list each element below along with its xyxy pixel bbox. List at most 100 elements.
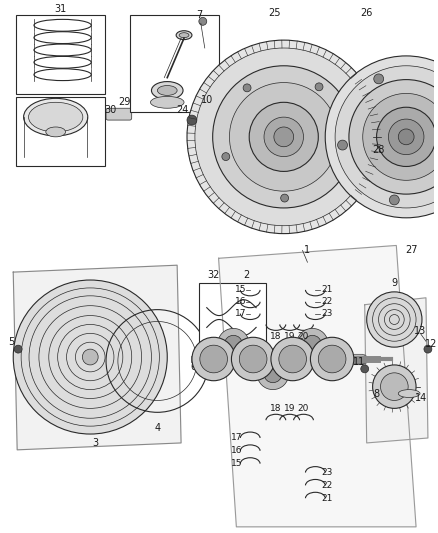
- Circle shape: [338, 151, 346, 159]
- Ellipse shape: [152, 82, 183, 99]
- Circle shape: [315, 83, 323, 91]
- Circle shape: [230, 83, 338, 191]
- Circle shape: [187, 115, 197, 125]
- Circle shape: [193, 353, 201, 361]
- Text: 11: 11: [353, 357, 365, 367]
- Text: 15: 15: [235, 285, 246, 294]
- Ellipse shape: [327, 106, 374, 158]
- Text: 19: 19: [284, 332, 296, 341]
- Circle shape: [274, 127, 293, 147]
- Circle shape: [398, 129, 414, 145]
- Ellipse shape: [336, 116, 366, 148]
- Circle shape: [367, 292, 422, 347]
- Text: 10: 10: [201, 95, 213, 106]
- Circle shape: [213, 66, 355, 208]
- Polygon shape: [365, 298, 428, 443]
- Circle shape: [349, 79, 438, 194]
- Circle shape: [257, 358, 289, 390]
- Circle shape: [82, 349, 98, 365]
- Text: 15: 15: [231, 459, 242, 468]
- Text: 4: 4: [154, 423, 160, 433]
- Circle shape: [192, 337, 235, 381]
- Circle shape: [187, 40, 381, 233]
- Ellipse shape: [176, 31, 192, 39]
- Circle shape: [249, 102, 318, 172]
- Polygon shape: [219, 246, 416, 527]
- Polygon shape: [13, 265, 181, 450]
- Text: 28: 28: [372, 144, 385, 155]
- Circle shape: [218, 328, 249, 360]
- Circle shape: [373, 365, 416, 408]
- Ellipse shape: [344, 125, 358, 139]
- Circle shape: [271, 337, 314, 381]
- Ellipse shape: [24, 99, 88, 136]
- Text: 17: 17: [235, 309, 246, 318]
- Circle shape: [222, 152, 230, 160]
- Circle shape: [264, 365, 282, 383]
- Circle shape: [239, 345, 267, 373]
- Ellipse shape: [151, 96, 184, 108]
- Text: 22: 22: [321, 481, 333, 490]
- Circle shape: [377, 107, 436, 166]
- Text: 24: 24: [176, 105, 188, 115]
- Circle shape: [199, 18, 207, 25]
- Circle shape: [14, 345, 22, 353]
- Circle shape: [231, 337, 275, 381]
- Text: 16: 16: [231, 446, 242, 455]
- Text: 29: 29: [119, 98, 131, 107]
- Circle shape: [389, 119, 424, 155]
- Ellipse shape: [46, 127, 66, 137]
- Bar: [199, 283, 266, 350]
- Circle shape: [281, 194, 289, 202]
- Text: 1: 1: [304, 245, 311, 255]
- Circle shape: [363, 93, 438, 180]
- Circle shape: [374, 74, 384, 84]
- Text: 2: 2: [243, 270, 249, 280]
- Circle shape: [200, 345, 227, 373]
- Bar: [130, 15, 219, 112]
- Circle shape: [311, 337, 354, 381]
- Bar: [16, 15, 105, 94]
- Text: 6: 6: [191, 362, 197, 372]
- Text: 12: 12: [425, 339, 437, 349]
- Text: 18: 18: [270, 404, 282, 413]
- Circle shape: [362, 149, 371, 159]
- Circle shape: [325, 56, 438, 218]
- Text: 19: 19: [284, 404, 296, 413]
- Text: 16: 16: [235, 297, 246, 306]
- Circle shape: [338, 140, 347, 150]
- Circle shape: [304, 335, 321, 353]
- Circle shape: [13, 280, 167, 434]
- Text: 3: 3: [92, 438, 98, 448]
- Text: 18: 18: [270, 332, 282, 341]
- Text: 23: 23: [321, 309, 333, 318]
- Circle shape: [297, 328, 328, 360]
- Ellipse shape: [28, 102, 83, 132]
- Text: 7: 7: [196, 11, 202, 20]
- Circle shape: [361, 365, 369, 373]
- Text: 25: 25: [268, 9, 281, 19]
- Text: 21: 21: [321, 494, 333, 503]
- Ellipse shape: [179, 33, 189, 38]
- Bar: [16, 98, 105, 166]
- FancyBboxPatch shape: [106, 108, 132, 120]
- Circle shape: [201, 103, 209, 111]
- Text: 9: 9: [391, 278, 397, 288]
- Text: 26: 26: [360, 9, 373, 19]
- Text: 30: 30: [104, 105, 116, 115]
- Circle shape: [264, 117, 304, 157]
- Circle shape: [318, 345, 346, 373]
- Circle shape: [225, 335, 242, 353]
- Circle shape: [389, 195, 399, 205]
- Text: 27: 27: [405, 245, 417, 255]
- Text: 8: 8: [374, 389, 380, 399]
- Text: 5: 5: [8, 337, 14, 347]
- Circle shape: [381, 373, 408, 400]
- Text: 31: 31: [54, 4, 67, 14]
- Circle shape: [279, 345, 307, 373]
- Ellipse shape: [398, 390, 420, 398]
- Text: 32: 32: [208, 270, 220, 280]
- Circle shape: [243, 84, 251, 92]
- Text: 21: 21: [321, 285, 333, 294]
- Circle shape: [338, 151, 346, 159]
